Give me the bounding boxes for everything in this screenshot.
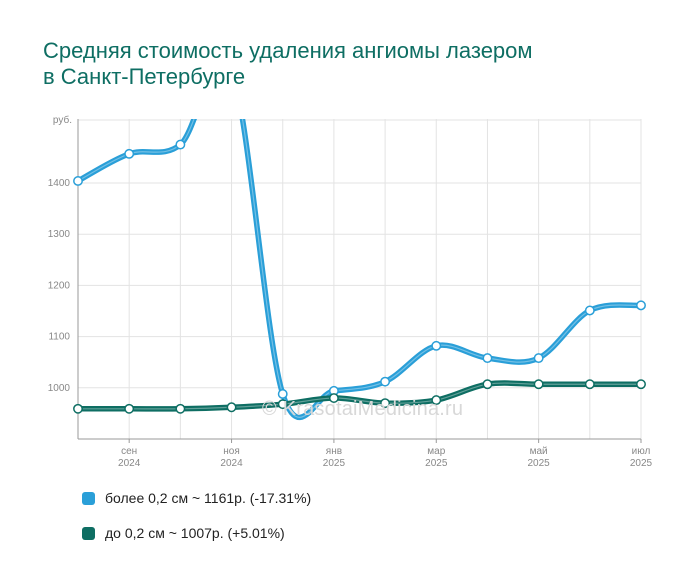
y-unit-label: руб.	[53, 114, 72, 126]
x-tick-month: янв	[326, 446, 342, 457]
data-point-large	[482, 353, 493, 364]
legend-item-small[interactable]: до 0,2 см ~ 1007р. (+5.01%)	[82, 522, 311, 544]
data-point-small	[277, 399, 288, 410]
title-line-2: в Санкт-Петербурге	[43, 64, 246, 89]
data-point-small	[175, 403, 186, 414]
legend: более 0,2 см ~ 1161р. (-17.31%) до 0,2 с…	[82, 487, 311, 557]
x-tick-year: 2025	[323, 458, 346, 469]
data-point-large	[584, 305, 595, 316]
y-tick-label: 1300	[48, 229, 71, 240]
data-point-small	[73, 403, 83, 414]
x-tick-month: мар	[427, 446, 445, 457]
data-point-small	[431, 395, 442, 406]
data-point-large	[533, 353, 544, 364]
data-point-small	[328, 393, 339, 403]
title-line-1: Средняя стоимость удаления ангиомы лазер…	[43, 38, 533, 63]
data-point-large	[380, 376, 391, 387]
y-tick-label: 1200	[48, 280, 71, 291]
legend-swatch-small	[82, 526, 95, 540]
data-point-large	[73, 176, 83, 186]
data-point-small	[226, 402, 237, 413]
legend-swatch-large	[82, 491, 95, 505]
x-tick-month: май	[530, 446, 548, 457]
data-point-small	[482, 379, 493, 390]
legend-label-small: до 0,2 см ~ 1007р. (+5.01%)	[105, 525, 285, 541]
data-point-small	[584, 379, 595, 390]
legend-item-large[interactable]: более 0,2 см ~ 1161р. (-17.31%)	[82, 487, 311, 509]
chart-title: Средняя стоимость удаления ангиомы лазер…	[43, 38, 663, 90]
data-point-large	[636, 300, 646, 311]
data-point-large	[431, 340, 442, 351]
legend-label-large: более 0,2 см ~ 1161р. (-17.31%)	[105, 490, 312, 506]
data-point-large	[175, 139, 186, 150]
y-tick-label: 1000	[48, 383, 71, 394]
x-tick-year: 2025	[630, 458, 653, 469]
x-tick-year: 2025	[528, 458, 551, 469]
x-tick-year: 2024	[220, 458, 243, 469]
x-tick-month: июл	[632, 446, 651, 457]
data-point-large	[277, 388, 288, 399]
series-line-highlight	[77, 119, 642, 418]
y-tick-label: 1100	[48, 332, 70, 343]
data-point-small	[380, 398, 391, 409]
x-tick-year: 2025	[425, 458, 448, 469]
watermark: © KrasotaiMedicina.ru	[262, 398, 464, 420]
data-point-small	[533, 379, 544, 390]
series-line-large	[75, 119, 644, 421]
y-tick-label: 1400	[48, 178, 71, 189]
x-tick-month: ноя	[223, 446, 240, 457]
data-point-small	[124, 403, 135, 414]
data-point-large	[124, 148, 135, 159]
x-tick-month: сен	[121, 446, 137, 457]
x-tick-year: 2024	[118, 458, 141, 469]
data-point-small	[636, 379, 646, 390]
